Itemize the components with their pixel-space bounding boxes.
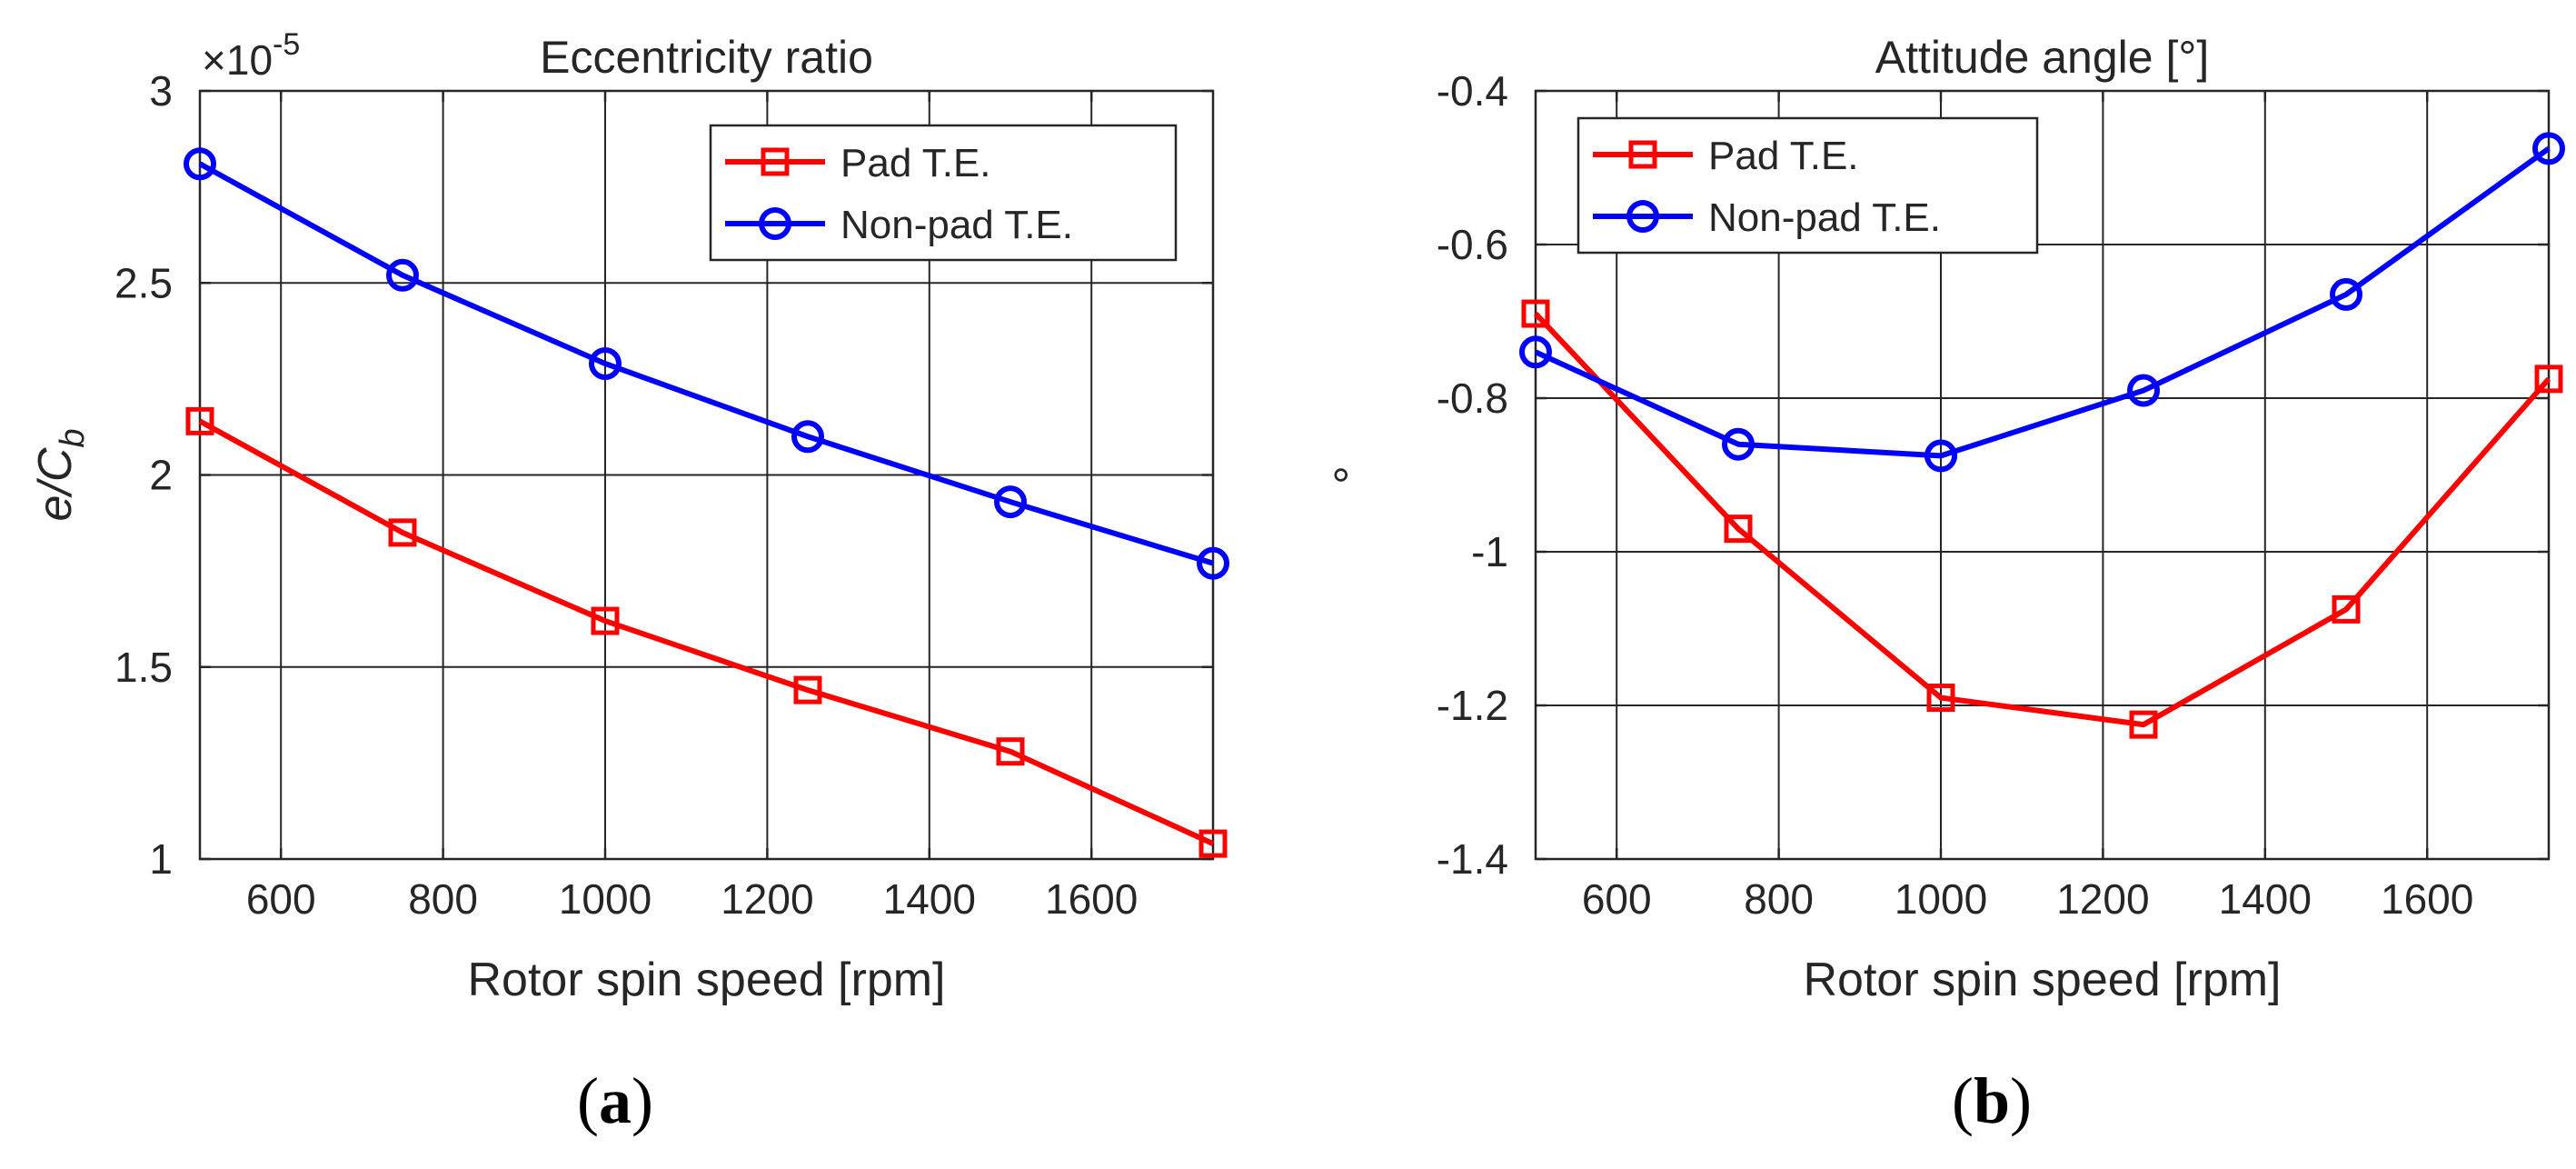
series-non-pad-te [184,147,1229,580]
legend-item: Non-pad T.E. [1593,195,1941,240]
y-tick-label: 1.5 [114,644,173,691]
x-tick-label: 1600 [2381,875,2473,923]
data-point-circle [2127,374,2160,407]
x-axis-label: Rotor spin speed [rpm] [467,954,945,1006]
legend-item: Pad T.E. [1593,134,1859,178]
y-tick-label: -1 [1471,528,1508,575]
x-tick-label: 1000 [559,875,651,923]
data-point-square [2129,710,2158,739]
data-point-square [1926,684,1955,713]
series-line [1534,145,2551,459]
y-tick-label: 2 [149,452,173,499]
data-point-square [388,518,417,547]
legend-marker-circle [1626,200,1659,233]
y-tick-label: 1 [149,835,173,883]
y-axis-label-subscript: b [54,428,92,447]
legend: Pad T.E. Non-pad T.E. [1576,116,2039,255]
data-point-square [996,737,1025,766]
y-exponent-power: -5 [273,27,300,62]
series-line [198,418,1215,846]
axes-box [1534,89,2551,861]
legend-marker-square [1628,140,1657,169]
legend-marker-circle [759,207,791,240]
y-tick-label: 3 [149,67,173,115]
series-non-pad-te [1519,132,2565,473]
chart-panel-a: 600 800 1000 1200 1400 1600 1 1.5 2 2.5 3 ×10-5 Ecce… [29,27,1229,1006]
x-tick-label: 800 [408,875,478,923]
panel-b-letter: b [1973,1064,2011,1137]
panel-a-letter: a [598,1064,632,1137]
y-exponent-base: ×10 [202,36,273,84]
series-line [198,161,1214,566]
y-tick-label: -1.4 [1437,835,1508,883]
y-axis-label-main: ° [1326,465,1378,485]
data-point-circle [791,420,824,454]
x-tick-label: 1400 [2219,875,2312,923]
x-tick-label: 1000 [1895,875,1987,923]
data-point-circle [589,346,622,380]
data-point-square [1198,829,1228,858]
series-pad-te [1521,299,2563,739]
data-point-square [1724,515,1753,544]
legend: Pad T.E. Non-pad T.E. [709,124,1178,262]
data-point-circle [2330,277,2362,311]
legend-item: Pad T.E. [725,141,991,185]
legend-label: Non-pad T.E. [840,203,1073,247]
data-point-square [793,675,822,704]
x-axis-label: Rotor spin speed [rpm] [1803,954,2281,1006]
y-tick-label: -0.6 [1437,221,1508,268]
x-tick-label: 600 [1582,875,1652,923]
data-point-square [2534,365,2563,394]
legend-label: Pad T.E. [1708,134,1859,178]
y-axis-label-main: e/C [29,447,82,521]
data-point-circle [1519,335,1552,369]
x-tick-label: 600 [246,875,316,923]
y-axis-label: e/Cb [29,428,92,521]
y-tick-label: -0.4 [1437,67,1508,115]
y-axis-label: ° [1326,465,1378,485]
y-tick-label: -0.8 [1437,375,1508,422]
data-point-circle [1722,427,1755,461]
chart-panel-b: 600 800 1000 1200 1400 1600 -1.4 -1.2 -1 -0.8 -0.6… [1326,32,2565,1006]
data-point-circle [1925,439,1957,473]
x-tick-label: 1400 [883,875,976,923]
x-tick-label: 1200 [2056,875,2149,923]
panel-a-label: (a) [577,1064,653,1137]
legend-label: Pad T.E. [840,141,991,185]
data-point-circle [1197,546,1229,580]
y-tick-label: 2.5 [114,259,173,306]
chart-title: Eccentricity ratio [540,32,873,83]
data-point-circle [386,258,419,292]
data-point-circle [184,147,216,181]
legend-label: Non-pad T.E. [1708,195,1941,240]
series-pad-te [185,406,1228,858]
x-tick-label: 1200 [721,875,813,923]
data-point-circle [2532,132,2565,165]
data-point-square [1521,299,1550,328]
chart-title: Attitude angle [°] [1875,32,2209,83]
data-point-square [2332,594,2361,624]
data-point-square [591,606,620,635]
legend-marker-square [761,147,790,176]
y-tick-label: -1.2 [1437,682,1508,729]
y-exponent-label: ×10-5 [202,27,300,84]
data-point-square [185,406,214,435]
panel-b-label: (b) [1952,1064,2033,1137]
series-line [1533,311,2551,728]
data-point-circle [994,485,1027,519]
x-tick-label: 1600 [1045,875,1138,923]
x-tick-label: 800 [1744,875,1814,923]
legend-item: Non-pad T.E. [725,203,1073,247]
